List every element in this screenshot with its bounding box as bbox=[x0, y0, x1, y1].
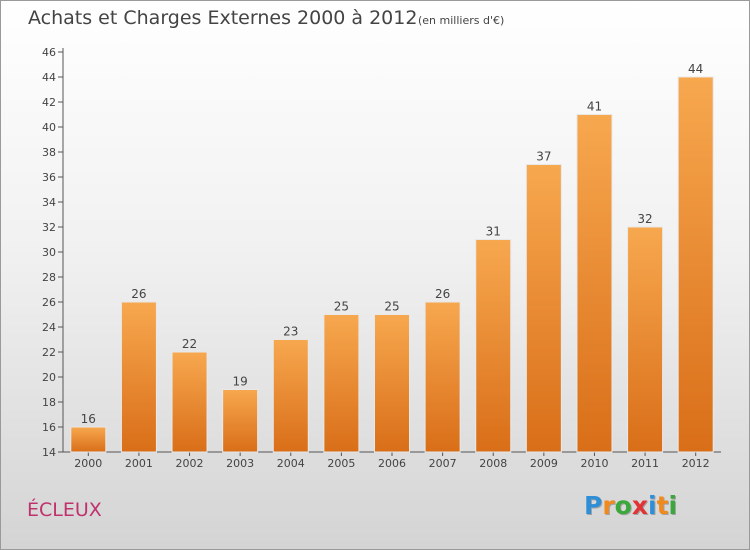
logo-letter: o bbox=[614, 491, 632, 520]
bar-2003 bbox=[222, 389, 259, 453]
y-tick-label: 16 bbox=[42, 421, 56, 434]
y-tick-label: 20 bbox=[42, 371, 56, 384]
logo-letter: i bbox=[668, 491, 678, 520]
location-name: ÉCLEUX bbox=[27, 499, 102, 521]
data-label-2005: 25 bbox=[334, 300, 349, 314]
data-label-2000: 16 bbox=[81, 412, 96, 426]
data-label-2004: 23 bbox=[283, 325, 298, 339]
bar-2005 bbox=[323, 314, 360, 453]
data-label-2010: 41 bbox=[587, 100, 602, 114]
y-tick-label: 22 bbox=[42, 346, 56, 359]
bar-2012 bbox=[677, 76, 714, 453]
bar-2009 bbox=[525, 164, 562, 453]
x-tick-label-2010: 2010 bbox=[580, 457, 608, 470]
logo-letter: r bbox=[602, 491, 615, 520]
bar-2000 bbox=[70, 426, 107, 453]
x-tick-label-2008: 2008 bbox=[479, 457, 507, 470]
y-tick-label: 34 bbox=[42, 196, 56, 209]
chart-labels: 16 2000 26 2001 22 2002 19 2003 23 2004 25 2005 25 20… bbox=[74, 62, 709, 470]
x-tick-label-2001: 2001 bbox=[125, 457, 153, 470]
data-label-2007: 26 bbox=[435, 287, 450, 301]
y-tick-label: 42 bbox=[42, 96, 56, 109]
y-tick-label: 32 bbox=[42, 221, 56, 234]
data-label-2003: 19 bbox=[233, 375, 248, 389]
y-tick-label: 46 bbox=[42, 46, 56, 59]
data-label-2009: 37 bbox=[536, 150, 551, 164]
x-tick-label-2002: 2002 bbox=[176, 457, 204, 470]
bar-2007 bbox=[424, 301, 461, 453]
x-tick-label-2004: 2004 bbox=[277, 457, 305, 470]
chart-subtitle: (en milliers d'€) bbox=[418, 14, 505, 27]
data-label-2002: 22 bbox=[182, 337, 197, 351]
x-tick-label-2012: 2012 bbox=[682, 457, 710, 470]
y-tick-label: 38 bbox=[42, 146, 56, 159]
y-tick-label: 14 bbox=[42, 446, 56, 459]
x-tick-label-2003: 2003 bbox=[226, 457, 254, 470]
data-label-2006: 25 bbox=[384, 300, 399, 314]
logo-letter: x bbox=[631, 491, 648, 520]
x-tick-label-2006: 2006 bbox=[378, 457, 406, 470]
y-tick-label: 36 bbox=[42, 171, 56, 184]
proxiti-logo: Proxiti bbox=[584, 491, 677, 520]
y-tick-label: 28 bbox=[42, 271, 56, 284]
bar-2002 bbox=[171, 351, 208, 453]
y-tick-label: 30 bbox=[42, 246, 56, 259]
bar-2008 bbox=[475, 239, 512, 453]
data-label-2012: 44 bbox=[688, 62, 703, 76]
y-tick-label: 44 bbox=[42, 71, 56, 84]
chart-bars bbox=[70, 76, 714, 453]
x-tick-label-2009: 2009 bbox=[530, 457, 558, 470]
x-tick-label-2011: 2011 bbox=[631, 457, 659, 470]
logo-letter: i bbox=[648, 491, 657, 520]
data-label-2001: 26 bbox=[131, 287, 146, 301]
y-tick-label: 18 bbox=[42, 396, 56, 409]
logo-letter: t bbox=[656, 491, 669, 520]
y-tick-label: 26 bbox=[42, 296, 56, 309]
chart-title: Achats et Charges Externes 2000 à 2012 bbox=[28, 7, 418, 29]
bar-2011 bbox=[627, 226, 664, 453]
bar-2001 bbox=[120, 301, 157, 453]
data-label-2008: 31 bbox=[486, 225, 501, 239]
data-label-2011: 32 bbox=[637, 212, 652, 226]
x-tick-label-2007: 2007 bbox=[429, 457, 457, 470]
x-tick-label-2000: 2000 bbox=[74, 457, 102, 470]
x-tick-label-2005: 2005 bbox=[327, 457, 355, 470]
y-tick-label: 40 bbox=[42, 121, 56, 134]
bar-2006 bbox=[374, 314, 410, 453]
y-tick-label: 24 bbox=[42, 321, 56, 334]
bar-2004 bbox=[272, 339, 309, 453]
bar-2010 bbox=[576, 114, 613, 453]
logo-letter: P bbox=[584, 491, 603, 520]
